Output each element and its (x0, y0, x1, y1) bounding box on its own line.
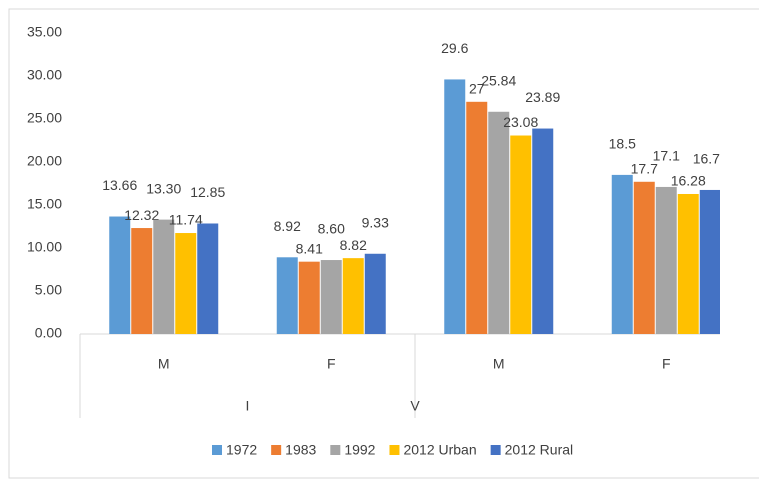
y-tick-label: 25.00 (27, 110, 62, 126)
legend-swatch (389, 445, 400, 455)
bar (677, 193, 699, 334)
data-label: 18.5 (609, 136, 636, 152)
bar (276, 257, 298, 334)
legend-label: 1972 (226, 442, 257, 458)
data-label: 8.60 (318, 221, 345, 237)
data-label: 29.6 (441, 40, 468, 56)
bar (131, 228, 153, 334)
group-label: V (410, 398, 420, 414)
x-tick-label: F (662, 356, 671, 372)
data-label: 23.08 (503, 114, 538, 130)
data-label: 12.85 (190, 184, 225, 200)
legend-swatch (212, 445, 222, 455)
bar (466, 101, 488, 334)
data-label: 27 (469, 81, 485, 97)
bar (444, 79, 466, 334)
y-tick-label: 10.00 (27, 239, 62, 255)
legend-label: 2012 Rural (505, 442, 574, 458)
plot: 13.66 8.92 29.6 18.5 12.32 8.41 27 17.7 13.30 8.6… (102, 40, 728, 334)
data-label: 13.30 (146, 180, 181, 196)
bar (699, 189, 720, 334)
data-label: 17.7 (631, 160, 658, 176)
bar (109, 216, 131, 334)
data-label: 8.82 (340, 237, 367, 253)
legend-label: 2012 Urban (403, 442, 476, 458)
bar (364, 253, 386, 334)
data-label: 11.74 (169, 212, 203, 228)
y-tick-label: 15.00 (27, 196, 62, 212)
bar (197, 223, 219, 334)
data-label: 9.33 (362, 214, 389, 230)
data-label: 12.32 (124, 207, 159, 223)
y-tick-label: 20.00 (27, 153, 62, 169)
bar (532, 128, 554, 334)
bar (611, 174, 633, 334)
x-tick-label: M (493, 356, 505, 372)
data-label: 17.1 (653, 148, 680, 164)
bar (488, 111, 510, 334)
data-label: 13.66 (102, 177, 137, 193)
bar (510, 135, 532, 334)
x-tick-label: F (327, 356, 336, 372)
bar (175, 233, 197, 334)
bar (320, 260, 342, 334)
y-tick-label: 0.00 (35, 325, 62, 341)
bar (633, 181, 655, 334)
bar (655, 186, 677, 334)
legend-swatch (271, 445, 282, 455)
y-tick-label: 5.00 (35, 282, 62, 298)
legend-swatch (490, 445, 501, 455)
data-label: 23.89 (525, 89, 560, 105)
legend-swatch (330, 445, 341, 455)
x-tick-label: M (158, 356, 170, 372)
data-label: 16.28 (671, 173, 706, 189)
bar (298, 261, 320, 334)
bar (342, 258, 364, 334)
legend-label: 1983 (285, 442, 316, 458)
data-label: 16.75 (693, 151, 728, 167)
legend-label: 1992 (344, 442, 375, 458)
data-label: 8.41 (296, 240, 323, 256)
y-tick-label: 30.00 (27, 67, 62, 83)
bar (153, 219, 175, 334)
data-label: 8.92 (274, 218, 301, 234)
y-tick-label: 35.00 (27, 24, 62, 40)
data-label: 25.84 (481, 72, 516, 88)
group-label: I (246, 398, 250, 414)
